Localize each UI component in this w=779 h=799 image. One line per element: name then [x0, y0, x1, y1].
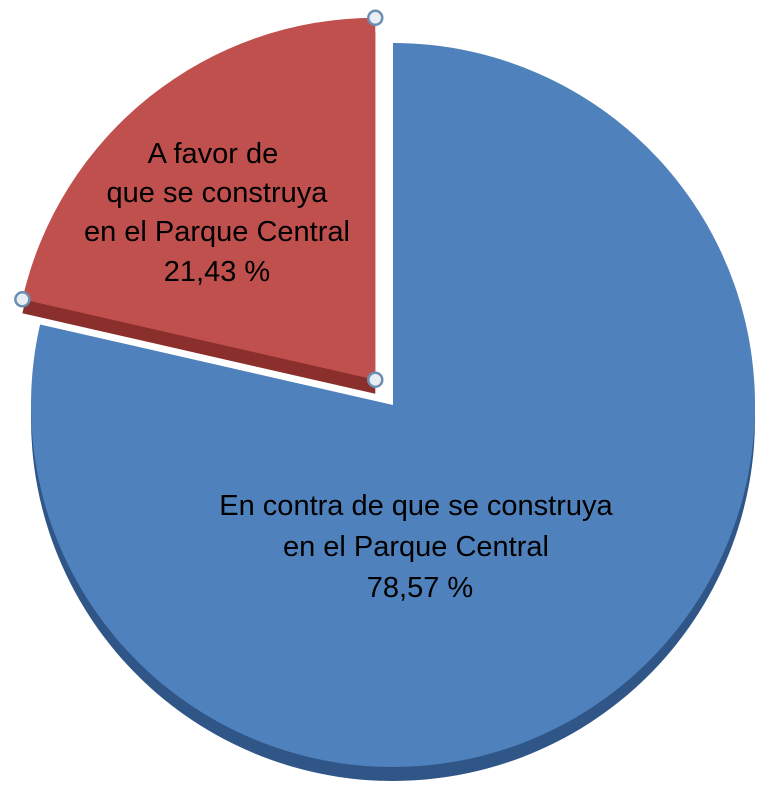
slice-en-contra[interactable]: [30, 43, 756, 768]
slice-label-favor: A favor de que se construya en el Parque…: [84, 138, 358, 288]
selection-handle[interactable]: [367, 371, 384, 389]
value-label: 78,57 %: [367, 572, 473, 604]
selection-handle[interactable]: [14, 291, 31, 308]
label-line: en el Parque Central: [283, 531, 549, 563]
slice-label-contra: En contra de que se construya en el Parq…: [219, 490, 620, 604]
label-line: en el Parque Central: [84, 216, 350, 248]
label-line: que se construya: [107, 177, 329, 209]
label-line: A favor de: [148, 138, 279, 170]
label-line: En contra de que se construya: [219, 490, 613, 522]
selection-handle[interactable]: [367, 9, 384, 27]
value-label: 21,43 %: [164, 256, 270, 288]
slice-a-favor[interactable]: [22, 17, 376, 380]
